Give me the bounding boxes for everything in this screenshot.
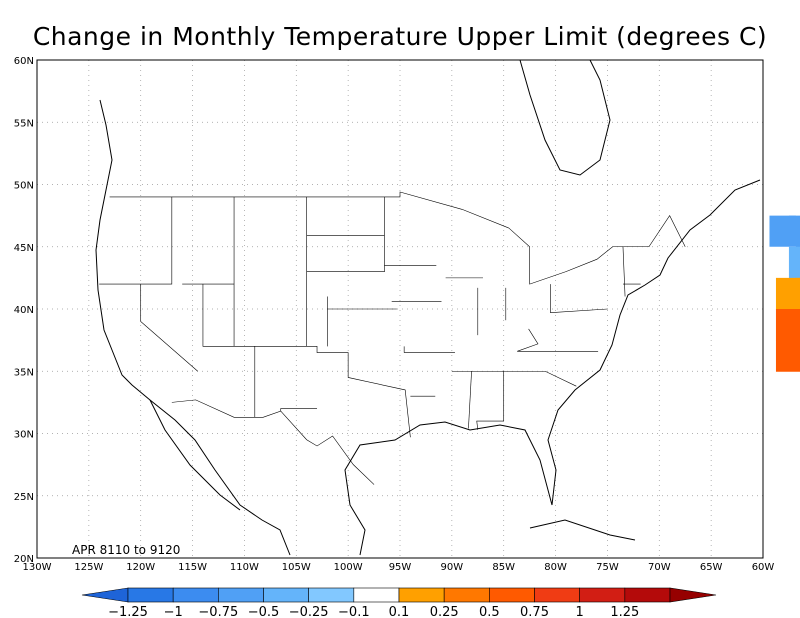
- colorbar-tick-label: 1.25: [610, 605, 639, 618]
- lon-tick-label: 85W: [492, 562, 515, 573]
- lon-tick-label: 110W: [230, 562, 259, 573]
- lon-tick-label: 115W: [178, 562, 207, 573]
- gulf-coastline: [344, 179, 761, 556]
- colorbar-swatch: [308, 587, 355, 603]
- lat-tick-label: 30N: [14, 430, 34, 441]
- grid-cell: [775, 340, 800, 372]
- lat-tick-label: 50N: [14, 181, 34, 192]
- boundary-line: [476, 371, 505, 430]
- colorbar-tick-label: −1.25: [108, 605, 148, 618]
- north-america-coastline: [95, 99, 291, 556]
- coastlines: [95, 59, 761, 556]
- boundary-line: [280, 408, 318, 412]
- lon-tick-label: 60W: [752, 562, 775, 573]
- boundary-line: [550, 308, 608, 314]
- lon-tick-label: 80W: [544, 562, 567, 573]
- hudson-bay: [519, 59, 611, 176]
- lat-tick-label: 25N: [14, 492, 34, 503]
- colorbar-tick-label: −0.1: [338, 605, 370, 618]
- lon-tick-label: 65W: [700, 562, 723, 573]
- boundary-line: [468, 371, 472, 429]
- colorbar-swatch: [443, 587, 490, 603]
- lon-tick-label: 130W: [23, 562, 52, 573]
- colorbar-swatch: [534, 587, 580, 603]
- state-borders: [99, 191, 686, 485]
- period-label: APR 8110 to 9120: [72, 543, 180, 557]
- colorbar-tick-label: −0.5: [248, 605, 280, 618]
- lon-tick-label: 105W: [282, 562, 311, 573]
- lat-tick-label: 35N: [14, 367, 34, 378]
- colorbar-swatch: [579, 587, 626, 603]
- cuba: [529, 519, 636, 541]
- lat-tick-label: 40N: [14, 305, 34, 316]
- anomaly-grid: [769, 215, 800, 372]
- colorbar-swatch: [172, 587, 219, 603]
- lon-tick-label: 120W: [126, 562, 155, 573]
- colorbar-tick-label: 0.75: [520, 605, 549, 618]
- boundary-line: [451, 370, 577, 387]
- colorbar-swatch: [218, 587, 264, 603]
- colorbar-tick-label: −0.75: [198, 605, 238, 618]
- map-frame: [36, 59, 764, 559]
- longitude-labels: 130W 125W 120W 115W 110W 105W 100W 95W 90W 85W 80W…: [23, 562, 775, 573]
- colorbar-high-arrow: [669, 587, 717, 603]
- grid-cell: [788, 215, 800, 248]
- grid-cell: [788, 246, 800, 279]
- lon-tick-label: 70W: [648, 562, 671, 573]
- lat-tick-label: 20N: [14, 554, 34, 565]
- colorbar-tick-label: 0.1: [389, 605, 410, 618]
- colorbar: −1.25 −1 −0.75 −0.5 −0.25 −0.1 0.1 0.25 0.5 0.75 1…: [81, 587, 717, 618]
- lon-tick-label: 125W: [74, 562, 103, 573]
- colorbar-swatch: [398, 587, 445, 603]
- boundary-line: [622, 246, 626, 297]
- boundary-line: [140, 284, 198, 372]
- colorbar-tick-label: 0.25: [430, 605, 459, 618]
- colorbar-swatch: [489, 587, 535, 603]
- grid-cell: [795, 277, 800, 310]
- lon-tick-label: 90W: [441, 562, 464, 573]
- grid-cell: [795, 309, 800, 341]
- boundary-line: [517, 328, 599, 352]
- boundary-line: [306, 196, 385, 272]
- boundary-line: [171, 399, 375, 485]
- colorbar-swatch: [624, 587, 671, 603]
- colorbar-tick-label: −0.25: [289, 605, 329, 618]
- colorbar-swatch: [127, 587, 174, 603]
- boundary-line: [202, 284, 411, 438]
- colorbar-swatch: [353, 587, 400, 603]
- colorbar-tick-label: −1: [164, 605, 183, 618]
- lat-tick-label: 55N: [14, 118, 34, 129]
- boundary-line: [99, 196, 173, 285]
- colorbar-tick-label: 1: [576, 605, 584, 618]
- lon-tick-label: 95W: [389, 562, 412, 573]
- colorbar-low-arrow: [81, 587, 129, 603]
- baja-peninsula: [149, 399, 241, 511]
- colorbar-tick-label: 0.5: [479, 605, 500, 618]
- lat-tick-label: 45N: [14, 243, 34, 254]
- boundary-line: [109, 191, 686, 285]
- map-title: Change in Monthly Temperature Upper Limi…: [32, 22, 768, 51]
- graticule: [37, 60, 763, 558]
- lon-tick-label: 100W: [334, 562, 363, 573]
- lat-tick-label: 60N: [14, 56, 34, 67]
- lon-tick-label: 75W: [596, 562, 619, 573]
- latitude-labels: 20N 25N 30N 35N 40N 45N 50N 55N 60N: [14, 56, 34, 565]
- colorbar-swatch: [263, 587, 309, 603]
